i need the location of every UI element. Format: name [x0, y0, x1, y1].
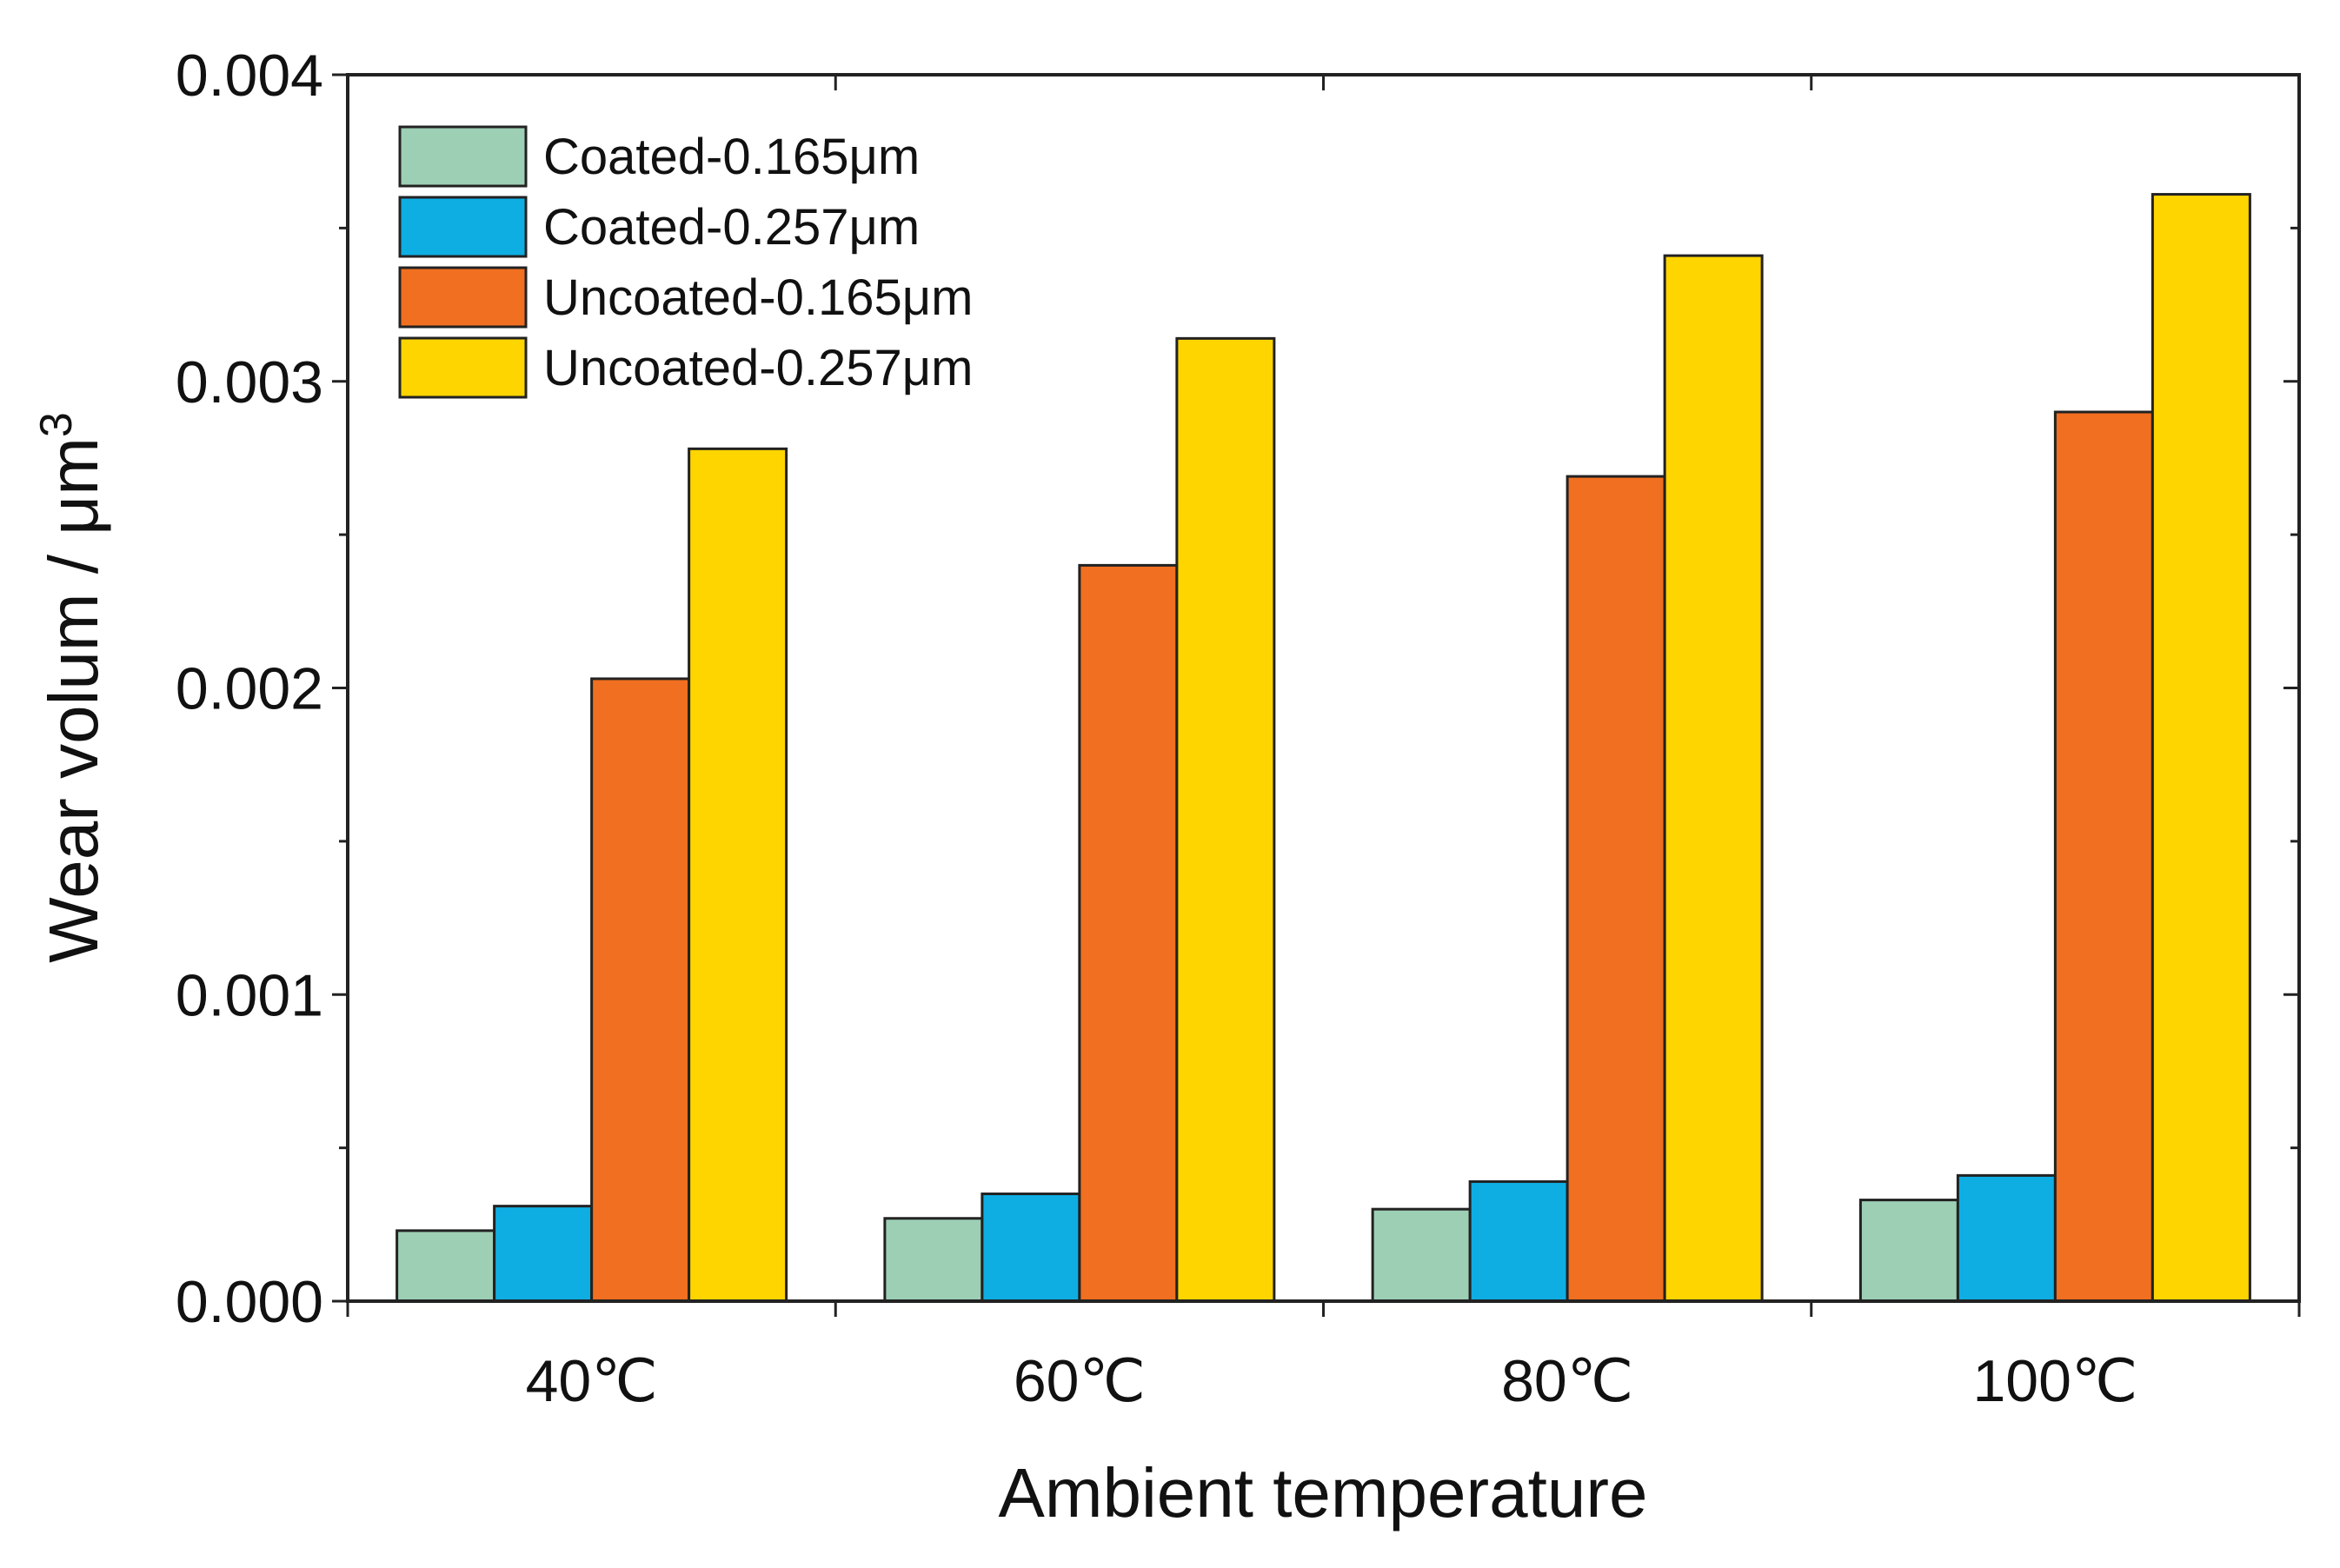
- y-tick-label: 0.000: [176, 1269, 323, 1335]
- bar-coated-0-165-m-1: [396, 1229, 496, 1303]
- bar-series-group: [396, 193, 2251, 1303]
- y-tick-label: 0.002: [176, 656, 323, 722]
- legend-label: Coated-0.165μm: [543, 129, 920, 185]
- bar-uncoated-0-257-m-1: [688, 447, 788, 1303]
- x-axis-title: Ambient temperature: [998, 1454, 1647, 1531]
- bar-uncoated-0-257-m-4: [2151, 193, 2251, 1303]
- y-tick-label: 0.004: [176, 43, 323, 109]
- bar-uncoated-0-165-m-1: [590, 677, 691, 1303]
- bar-uncoated-0-165-m-3: [1566, 475, 1666, 1303]
- axis-ticks: [332, 73, 2301, 1317]
- bar-coated-0-257-m-4: [1956, 1173, 2057, 1303]
- bar-coated-0-165-m-3: [1371, 1207, 1472, 1303]
- bar-uncoated-0-257-m-3: [1663, 254, 1764, 1303]
- x-tick-label: 60℃: [1014, 1348, 1146, 1414]
- legend-swatch: [398, 125, 528, 188]
- bar-coated-0-165-m-2: [883, 1217, 984, 1303]
- legend: Coated-0.165μm Coated-0.257μm Uncoated-0.1…: [398, 125, 973, 399]
- y-axis-title-main: Wear volum / μm: [35, 437, 112, 963]
- bar-coated-0-165-m-4: [1858, 1199, 1959, 1303]
- bar-uncoated-0-165-m-4: [2053, 410, 2154, 1303]
- legend-label: Coated-0.257μm: [543, 199, 920, 256]
- legend-label: Uncoated-0.257μm: [543, 340, 973, 396]
- legend-swatch: [398, 266, 528, 329]
- legend-swatch: [398, 336, 528, 399]
- x-tick-label: 40℃: [526, 1348, 658, 1414]
- y-axis-title-superscript: 3: [31, 412, 82, 437]
- x-tick-labels: 40℃ 60℃ 80℃ 100℃: [526, 1348, 2138, 1414]
- bar-uncoated-0-165-m-2: [1078, 563, 1179, 1303]
- y-axis-title: Wear volum / μm3: [31, 412, 112, 963]
- bar-coated-0-257-m-1: [493, 1205, 594, 1303]
- y-tick-label: 0.003: [176, 349, 323, 415]
- y-tick-label: 0.001: [176, 962, 323, 1028]
- x-tick-label: 100℃: [1972, 1348, 2137, 1414]
- y-tick-labels: 0.000 0.001 0.002 0.003 0.004: [176, 43, 323, 1335]
- x-tick-label: 80℃: [1501, 1348, 1633, 1414]
- legend-label: Uncoated-0.165μm: [543, 269, 973, 326]
- bar-coated-0-257-m-3: [1468, 1179, 1569, 1303]
- bar-uncoated-0-257-m-2: [1175, 336, 1276, 1303]
- bar-coated-0-257-m-2: [981, 1193, 1081, 1303]
- legend-swatch: [398, 196, 528, 258]
